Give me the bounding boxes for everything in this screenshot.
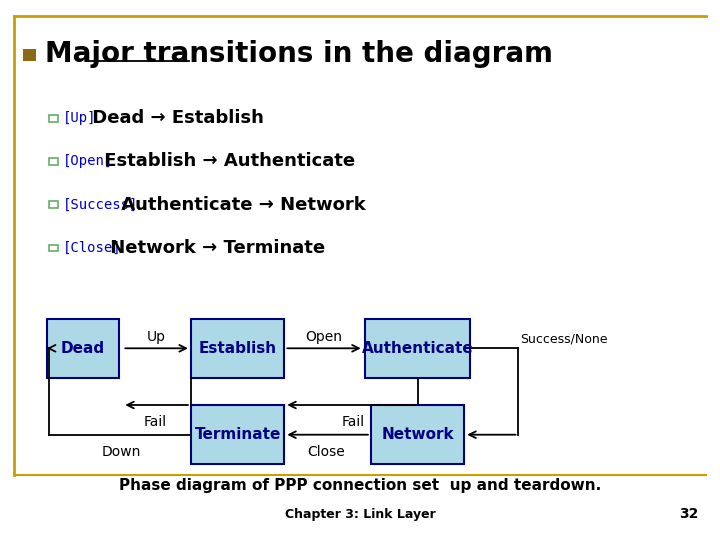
Text: Up: Up: [147, 330, 166, 345]
Text: Establish → Authenticate: Establish → Authenticate: [98, 152, 355, 171]
Text: Phase diagram of PPP connection set  up and teardown.: Phase diagram of PPP connection set up a…: [119, 478, 601, 493]
Text: Authenticate → Network: Authenticate → Network: [115, 195, 366, 214]
Text: [Close]: [Close]: [63, 241, 122, 255]
Bar: [49, 115, 58, 122]
Text: Close: Close: [307, 446, 345, 460]
Text: Down: Down: [102, 446, 140, 460]
Text: Terminate: Terminate: [194, 427, 281, 442]
FancyBboxPatch shape: [365, 319, 469, 378]
Bar: [23, 49, 36, 61]
Bar: [49, 158, 58, 165]
Text: Dead: Dead: [60, 341, 105, 356]
Bar: [49, 245, 58, 251]
FancyBboxPatch shape: [47, 319, 119, 378]
Text: Authenticate: Authenticate: [361, 341, 474, 356]
Text: Establish: Establish: [199, 341, 276, 356]
Text: [Success]: [Success]: [63, 198, 139, 212]
Text: Major transitions in the diagram: Major transitions in the diagram: [45, 40, 553, 68]
Text: Network → Terminate: Network → Terminate: [104, 239, 325, 257]
Text: Success/None: Success/None: [521, 333, 608, 346]
Text: 32: 32: [679, 507, 698, 521]
FancyBboxPatch shape: [191, 405, 284, 464]
FancyBboxPatch shape: [191, 319, 284, 378]
Text: Chapter 3: Link Layer: Chapter 3: Link Layer: [284, 508, 436, 521]
Text: [Open]: [Open]: [63, 154, 114, 168]
Bar: [49, 201, 58, 208]
Text: Network: Network: [382, 427, 454, 442]
Text: [Up]: [Up]: [63, 111, 97, 125]
Text: Fail: Fail: [143, 415, 166, 429]
Text: Fail: Fail: [341, 415, 364, 429]
FancyBboxPatch shape: [371, 405, 464, 464]
Text: Dead → Establish: Dead → Establish: [86, 109, 264, 127]
Text: Open: Open: [305, 330, 342, 345]
